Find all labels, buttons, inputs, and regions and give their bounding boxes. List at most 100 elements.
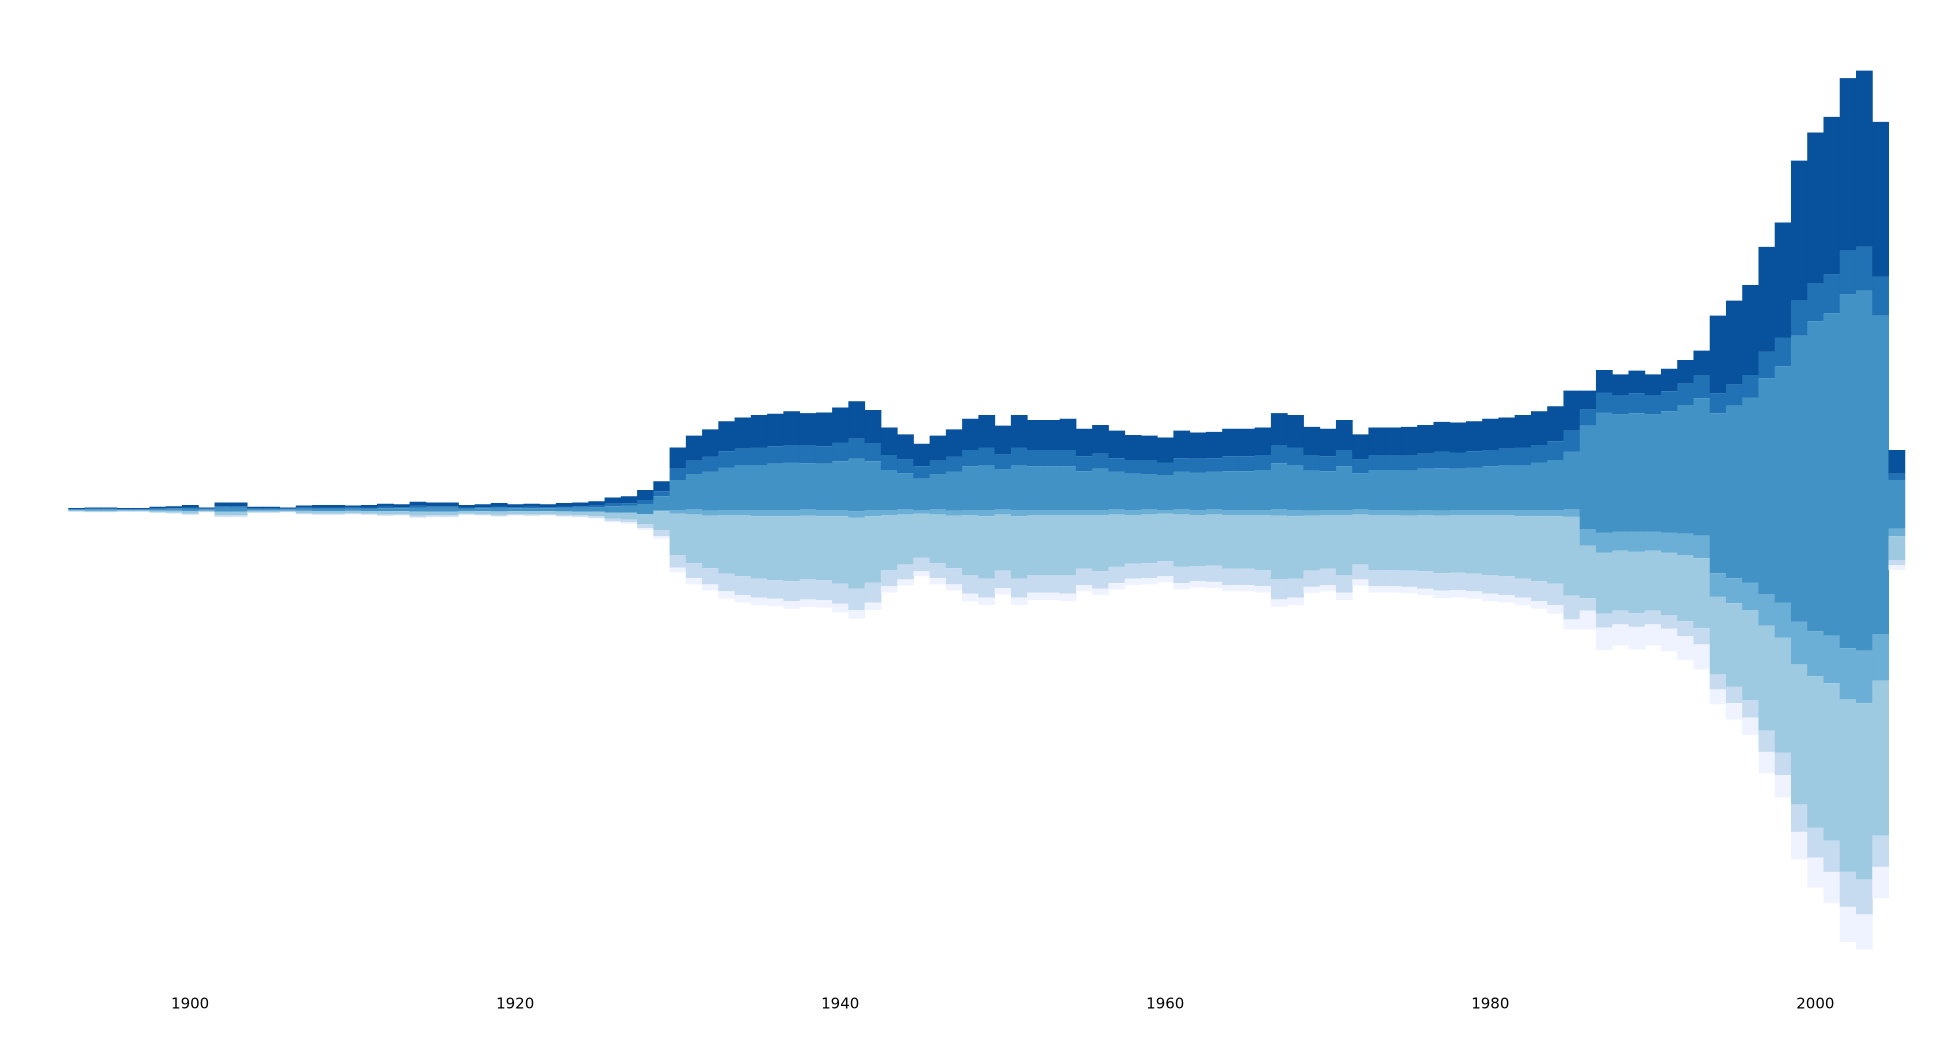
stream-segment bbox=[1888, 450, 1906, 474]
stream-segment bbox=[539, 507, 557, 509]
stream-segment bbox=[409, 501, 427, 506]
stream-segment bbox=[945, 584, 963, 591]
stream-segment bbox=[1547, 583, 1564, 605]
stream-segment bbox=[1612, 550, 1629, 611]
stream-segment bbox=[1855, 879, 1873, 915]
stream-segment bbox=[1449, 572, 1467, 590]
stream-segment bbox=[1579, 529, 1597, 546]
stream-segment bbox=[750, 597, 768, 605]
stream-segment bbox=[133, 510, 151, 512]
stream-segment bbox=[295, 507, 313, 509]
stream-segment bbox=[1075, 456, 1093, 472]
stream-segment bbox=[1758, 351, 1776, 379]
stream-segment bbox=[84, 507, 102, 509]
stream-segment bbox=[539, 515, 557, 516]
stream-segment bbox=[978, 510, 996, 517]
stream-segment bbox=[1417, 425, 1434, 454]
stream-segment bbox=[1205, 565, 1223, 582]
stream-segment bbox=[1335, 515, 1353, 575]
stream-segment bbox=[1027, 592, 1044, 600]
stream-segment bbox=[1628, 370, 1646, 394]
stream-segment bbox=[1010, 578, 1028, 598]
stream-segment bbox=[1433, 590, 1451, 599]
stream-segment bbox=[815, 463, 833, 510]
stream-segment bbox=[1888, 560, 1906, 565]
stream-segment bbox=[1498, 510, 1516, 515]
stream-segment bbox=[68, 508, 86, 509]
stream-segment bbox=[767, 446, 784, 464]
stream-segment bbox=[1644, 550, 1662, 611]
stream-segment bbox=[1644, 531, 1662, 551]
stream-segment bbox=[1693, 558, 1711, 629]
stream-segment bbox=[344, 510, 362, 514]
stream-segment bbox=[1092, 453, 1109, 469]
stream-segment bbox=[750, 510, 768, 517]
stream-segment bbox=[767, 413, 784, 447]
stream-segment bbox=[1839, 699, 1857, 872]
stream-segment bbox=[1433, 515, 1451, 574]
stream-segment bbox=[1173, 509, 1191, 515]
stream-segment bbox=[1677, 533, 1694, 555]
stream-segment bbox=[1335, 592, 1353, 600]
stream-segment bbox=[1807, 676, 1824, 828]
stream-segment bbox=[1417, 515, 1434, 572]
stream-segment bbox=[1742, 285, 1759, 375]
stream-segment bbox=[1725, 603, 1743, 687]
stream-segment bbox=[425, 515, 443, 517]
stream-segment bbox=[1238, 568, 1256, 585]
stream-segment bbox=[1384, 515, 1402, 570]
stream-segment bbox=[1709, 315, 1727, 394]
stream-segment bbox=[1660, 368, 1678, 392]
stream-segment bbox=[1563, 451, 1581, 510]
stream-segment bbox=[1092, 510, 1109, 515]
stream-segment bbox=[1124, 473, 1142, 510]
stream-segment bbox=[1140, 435, 1158, 461]
stream-segment bbox=[897, 564, 914, 580]
stream-segment bbox=[442, 502, 459, 507]
stream-segment bbox=[1287, 415, 1304, 448]
stream-segment bbox=[734, 417, 752, 449]
stream-segment bbox=[474, 504, 492, 508]
stream-segment bbox=[1677, 636, 1694, 660]
stream-segment bbox=[1547, 605, 1564, 614]
stream-segment bbox=[750, 465, 768, 510]
stream-segment bbox=[1254, 570, 1272, 587]
stream-segment bbox=[702, 584, 719, 591]
stream-segment bbox=[1254, 470, 1272, 510]
stream-segment bbox=[442, 506, 459, 508]
stream-segment bbox=[247, 510, 264, 513]
stream-segment bbox=[230, 507, 248, 512]
stream-segment bbox=[994, 514, 1012, 571]
stream-segment bbox=[1157, 462, 1174, 475]
stream-segment bbox=[1823, 116, 1841, 275]
stream-segment bbox=[279, 509, 297, 511]
stream-segment bbox=[1173, 514, 1191, 567]
stream-segment bbox=[1010, 465, 1028, 510]
stream-segment bbox=[1254, 515, 1272, 570]
stream-segment bbox=[945, 510, 963, 516]
stream-segment bbox=[750, 578, 768, 598]
stream-segment bbox=[1157, 513, 1174, 562]
stream-segment bbox=[247, 509, 264, 511]
stream-segment bbox=[783, 581, 801, 602]
stream-segment bbox=[945, 471, 963, 511]
stream-segment bbox=[1628, 613, 1646, 627]
x-tick-label: 1960 bbox=[1146, 995, 1184, 1013]
stream-segment bbox=[1774, 775, 1792, 798]
stream-segment bbox=[1108, 509, 1126, 515]
stream-segment bbox=[1839, 78, 1857, 251]
stream-segment bbox=[214, 516, 232, 518]
stream-segment bbox=[864, 602, 882, 610]
stream-segment bbox=[328, 514, 346, 515]
stream-segment bbox=[1368, 510, 1386, 515]
stream-segment bbox=[1709, 413, 1727, 574]
stream-segment bbox=[1774, 602, 1792, 638]
stream-segment bbox=[1189, 472, 1207, 510]
stream-segment bbox=[1124, 563, 1142, 579]
stream-segment bbox=[1287, 578, 1304, 598]
stream-segment bbox=[637, 514, 654, 524]
stream-segment bbox=[1693, 535, 1711, 559]
stream-segment bbox=[1417, 571, 1434, 589]
stream-segment bbox=[490, 507, 508, 512]
stream-segment bbox=[295, 514, 313, 515]
